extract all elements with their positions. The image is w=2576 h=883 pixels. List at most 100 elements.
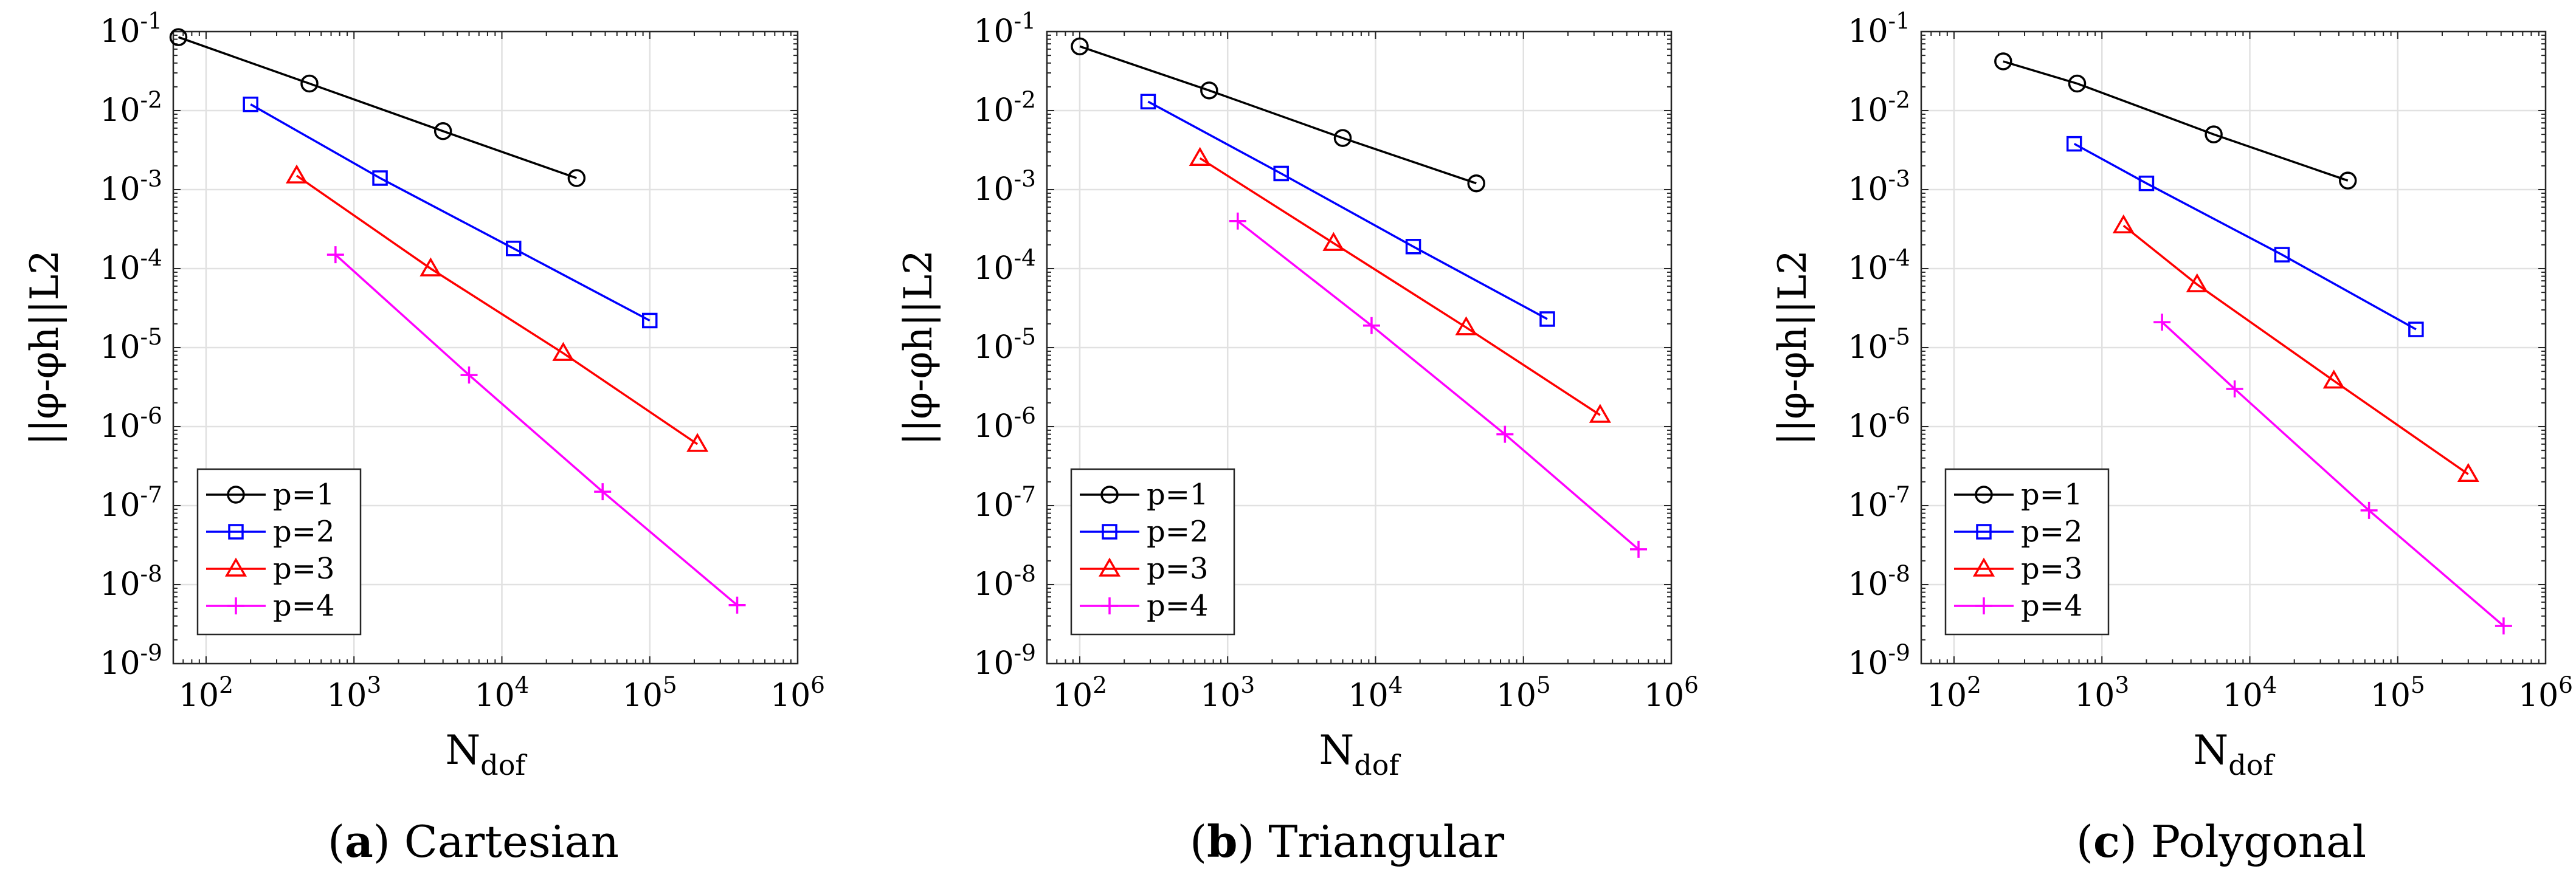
panel-caption: (a) Cartesian [328, 816, 619, 867]
legend-label: p=1 [2021, 478, 2082, 512]
data-point [460, 366, 478, 384]
y-axis-label: ||φ-φh||L2 [896, 250, 941, 445]
data-point [2066, 136, 2082, 152]
data-point [1455, 316, 1477, 335]
legend-marker [1101, 597, 1118, 614]
y-tick-label: 10-8 [100, 560, 162, 603]
x-tick-label: 102 [1927, 672, 1981, 714]
y-tick-label: 10-6 [100, 402, 162, 445]
y-tick-label: 10-5 [100, 323, 162, 366]
y-axis-label: ||φ-φh||L2 [1770, 250, 1815, 445]
legend-marker [224, 557, 247, 577]
y-tick-label: 10-7 [100, 481, 162, 524]
data-point [2360, 501, 2378, 519]
y-tick-label: 10-2 [1848, 86, 1910, 129]
data-point [2138, 175, 2155, 191]
y-tick-label: 10-9 [100, 639, 162, 682]
data-point [2495, 617, 2512, 634]
series-line [1237, 220, 1640, 551]
x-tick-label: 103 [2074, 672, 2129, 714]
data-point [1200, 81, 1218, 100]
series-line [2003, 60, 2349, 182]
x-tick-label: 105 [1496, 672, 1551, 714]
data-point [2457, 462, 2479, 483]
series-line [2073, 143, 2417, 331]
legend-marker [228, 524, 244, 540]
data-point [641, 312, 658, 329]
legend-marker [1976, 524, 1992, 540]
data-point [1333, 129, 1352, 147]
series-line [1199, 157, 1601, 416]
legend-label: p=2 [2021, 515, 2082, 549]
data-point [2226, 380, 2243, 397]
y-tick-label: 10-9 [1848, 639, 1910, 682]
data-point [2186, 273, 2208, 292]
x-tick-label: 106 [1644, 672, 1699, 714]
series-line [178, 36, 577, 179]
legend-label: p=3 [273, 552, 334, 586]
legend-label: p=3 [1147, 552, 1208, 586]
series-p=1 [1994, 52, 2357, 190]
data-point [1589, 404, 1611, 423]
data-point [2274, 247, 2290, 263]
series-p=2 [243, 96, 658, 329]
data-point [1405, 239, 1421, 255]
series-line [1079, 45, 1477, 185]
series-line [250, 103, 651, 322]
x-tick-label: 103 [326, 672, 381, 714]
ticks [173, 31, 798, 664]
series-line [334, 253, 738, 606]
x-tick-label: 105 [623, 672, 677, 714]
y-tick-label: 10-6 [973, 402, 1036, 445]
data-point [326, 246, 344, 264]
series-p=3 [1189, 146, 1611, 423]
y-tick-label: 10-3 [973, 165, 1036, 208]
x-tick-label: 105 [2371, 672, 2425, 714]
data-point [2153, 314, 2171, 331]
y-tick-label: 10-4 [1848, 244, 1910, 287]
x-axis-label: Ndof [446, 727, 528, 782]
data-point [243, 96, 258, 112]
series-line [2161, 321, 2505, 627]
x-axis-label: Ndof [2194, 727, 2276, 782]
x-tick-label: 106 [770, 672, 825, 714]
x-tick-label: 104 [474, 672, 529, 714]
data-point [1539, 311, 1555, 327]
data-point [2068, 74, 2087, 93]
series-p=3 [286, 164, 709, 452]
y-tick-label: 10-1 [100, 7, 162, 50]
y-tick-label: 10-2 [973, 86, 1036, 129]
series-p=3 [2112, 214, 2479, 483]
data-point [420, 257, 442, 277]
data-point [1467, 174, 1485, 193]
data-point [505, 241, 522, 256]
ticks [1046, 31, 1671, 664]
data-point [552, 342, 575, 361]
y-tick-label: 10-5 [1848, 323, 1910, 366]
data-point [2112, 214, 2135, 234]
y-tick-label: 10-4 [100, 244, 162, 287]
y-tick-label: 10-3 [1848, 165, 1910, 208]
data-point [1322, 232, 1345, 251]
x-tick-label: 104 [1348, 672, 1403, 714]
y-axis-label: ||φ-φh||L2 [22, 250, 67, 445]
y-tick-label: 10-2 [100, 86, 162, 129]
x-axis-label: Ndof [1319, 727, 1401, 782]
data-point [728, 596, 746, 614]
y-tick-label: 10-1 [973, 7, 1036, 50]
legend: p=1p=2p=3p=4 [196, 468, 362, 636]
data-point [1229, 212, 1246, 230]
y-tick-label: 10-5 [973, 323, 1036, 366]
y-tick-label: 10-7 [1848, 481, 1910, 524]
data-point [1140, 94, 1156, 109]
data-point [1630, 540, 1648, 558]
data-point [2205, 125, 2223, 143]
x-tick-label: 103 [1200, 672, 1255, 714]
series-p=4 [1229, 212, 1648, 558]
data-point [1071, 37, 1089, 56]
series-p=1 [1071, 37, 1485, 193]
data-point [169, 28, 188, 46]
data-point [433, 122, 452, 140]
legend-label: p=4 [2021, 589, 2082, 623]
y-tick-label: 10-4 [973, 244, 1036, 287]
